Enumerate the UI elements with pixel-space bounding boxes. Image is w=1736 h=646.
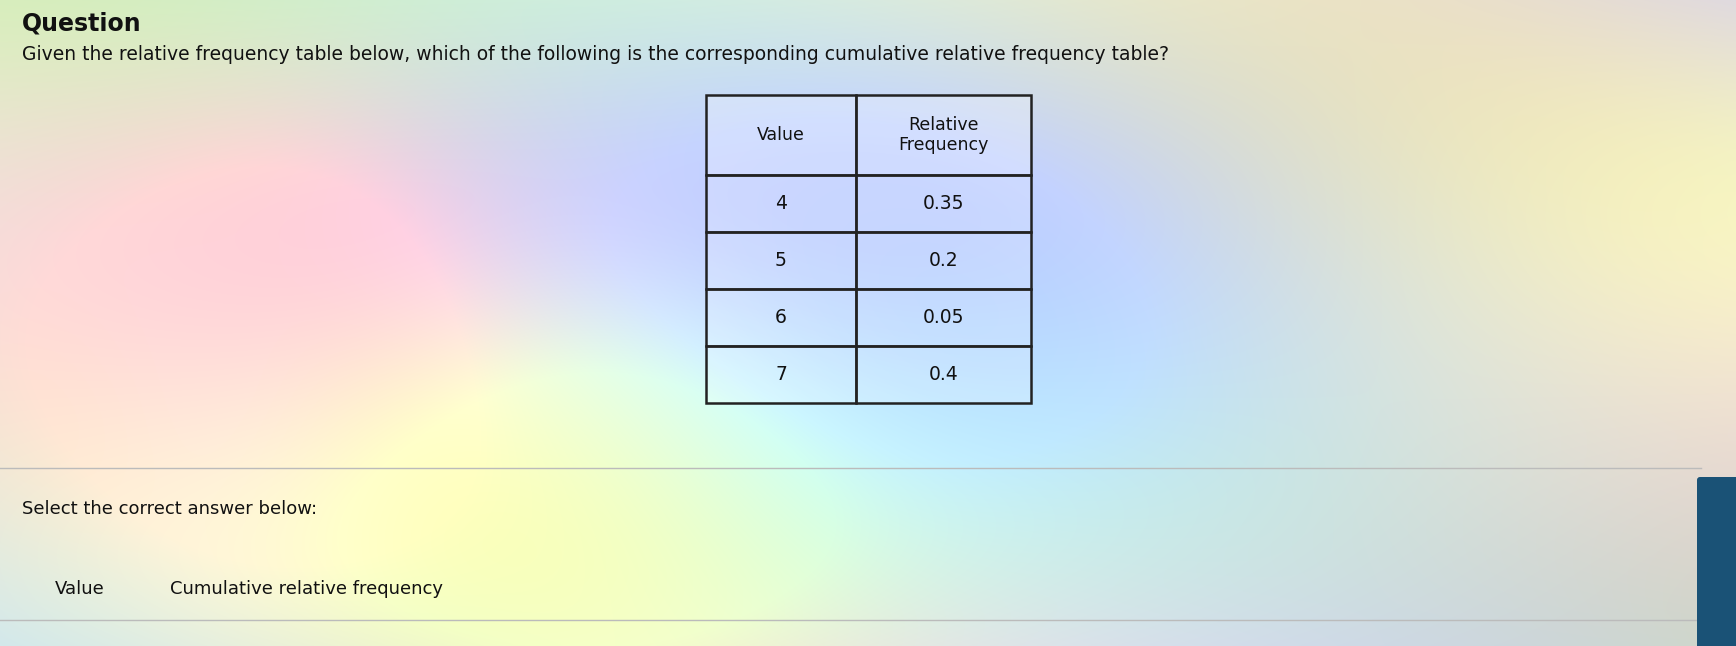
Bar (856, 95, 1031, 175)
Text: 0.35: 0.35 (924, 194, 963, 213)
Bar (707, 346, 856, 403)
Text: 4: 4 (774, 194, 786, 213)
Bar (707, 175, 856, 232)
Text: Select the correct answer below:: Select the correct answer below: (23, 500, 318, 518)
Text: 7: 7 (774, 365, 786, 384)
Text: Question: Question (23, 12, 142, 36)
Text: Relative
Frequency: Relative Frequency (898, 116, 990, 154)
Text: Given the relative frequency table below, which of the following is the correspo: Given the relative frequency table below… (23, 45, 1168, 64)
Text: 0.05: 0.05 (924, 308, 963, 327)
Text: 6: 6 (774, 308, 786, 327)
Text: 0.4: 0.4 (929, 365, 958, 384)
Bar (856, 232, 1031, 289)
Bar (707, 289, 856, 346)
Text: 5: 5 (774, 251, 786, 270)
Bar (856, 289, 1031, 346)
Text: Cumulative relative frequency: Cumulative relative frequency (170, 580, 443, 598)
Text: Value: Value (757, 126, 806, 144)
Bar (707, 232, 856, 289)
Bar (707, 95, 856, 175)
FancyBboxPatch shape (1698, 477, 1736, 646)
Text: Value: Value (56, 580, 104, 598)
Bar (856, 346, 1031, 403)
Text: 0.2: 0.2 (929, 251, 958, 270)
Bar (856, 175, 1031, 232)
